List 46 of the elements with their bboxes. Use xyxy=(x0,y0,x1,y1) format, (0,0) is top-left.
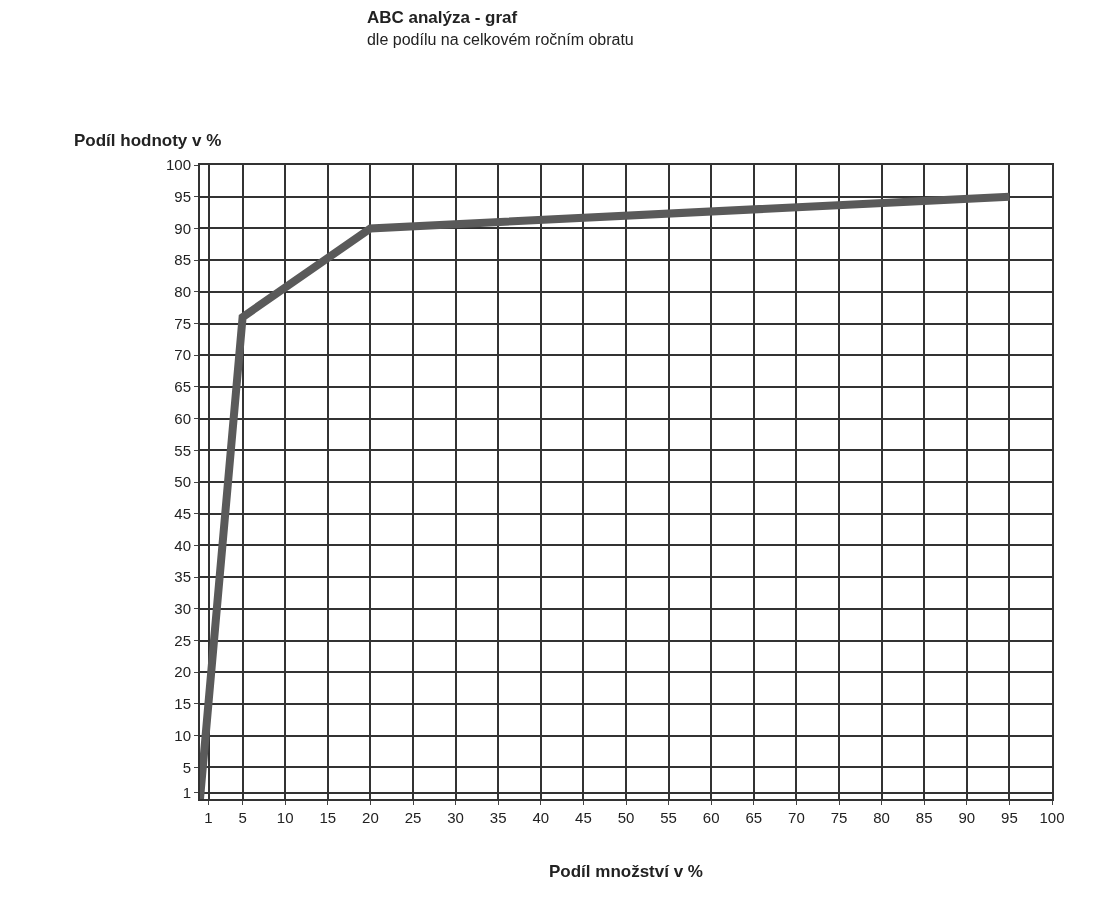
x-tick-label: 60 xyxy=(702,809,720,826)
x-tick-label: 95 xyxy=(1001,809,1018,826)
chart-subtitle: dle podílu na celkovém ročním obratu xyxy=(366,31,634,49)
x-tick-label: 40 xyxy=(532,809,550,826)
x-tick-label: 1 xyxy=(204,809,213,826)
y-tick-label: 45 xyxy=(174,504,191,522)
y-tick-label: 65 xyxy=(174,378,191,396)
x-tick-label: 100 xyxy=(1039,809,1065,826)
x-tick-label: 50 xyxy=(617,809,635,826)
x-tick-label: 15 xyxy=(319,809,337,826)
x-tick-label: 20 xyxy=(362,809,379,826)
y-tick-label: 20 xyxy=(174,663,191,681)
chart-title: ABC analýza - graf xyxy=(366,7,518,27)
y-tick-label: 95 xyxy=(174,187,191,205)
x-tick-label: 75 xyxy=(830,809,848,826)
x-tick-label: 85 xyxy=(915,809,933,826)
y-tick-label: 55 xyxy=(174,441,191,459)
x-tick-label: 55 xyxy=(660,809,677,826)
y-tick-label: 35 xyxy=(174,568,191,586)
y-tick-label: 5 xyxy=(182,758,191,776)
y-tick-label: 70 xyxy=(174,346,191,364)
y-tick-label: 90 xyxy=(174,219,191,237)
y-tick-label: 80 xyxy=(174,283,191,301)
y-axis-title: Podíl hodnoty v % xyxy=(74,131,222,150)
y-tick-label: 75 xyxy=(174,314,191,332)
x-tick-label: 70 xyxy=(788,809,805,826)
y-tick-label: 25 xyxy=(174,631,191,649)
x-tick-label: 80 xyxy=(873,809,890,826)
y-tick-label: 10 xyxy=(174,726,191,744)
y-tick-label: 30 xyxy=(174,600,191,618)
x-tick-label: 45 xyxy=(575,809,592,826)
y-tick-label: 40 xyxy=(174,536,191,554)
x-tick-label: 25 xyxy=(404,809,422,826)
y-tick-label: 100 xyxy=(165,156,191,174)
y-tick-label: 85 xyxy=(174,251,191,269)
x-tick-label: 90 xyxy=(958,809,976,826)
y-tick-label: 1 xyxy=(182,783,191,801)
x-tick-label: 65 xyxy=(745,809,763,826)
y-tick-label: 60 xyxy=(174,409,191,427)
x-tick-label: 30 xyxy=(447,809,464,826)
x-tick-label: 10 xyxy=(276,809,294,826)
x-axis-title: Podíl množství v % xyxy=(549,861,703,881)
x-tick-label: 35 xyxy=(489,809,507,826)
y-tick-label: 15 xyxy=(174,695,191,713)
x-tick-label: 5 xyxy=(238,809,247,826)
y-tick-label: 50 xyxy=(174,473,191,491)
